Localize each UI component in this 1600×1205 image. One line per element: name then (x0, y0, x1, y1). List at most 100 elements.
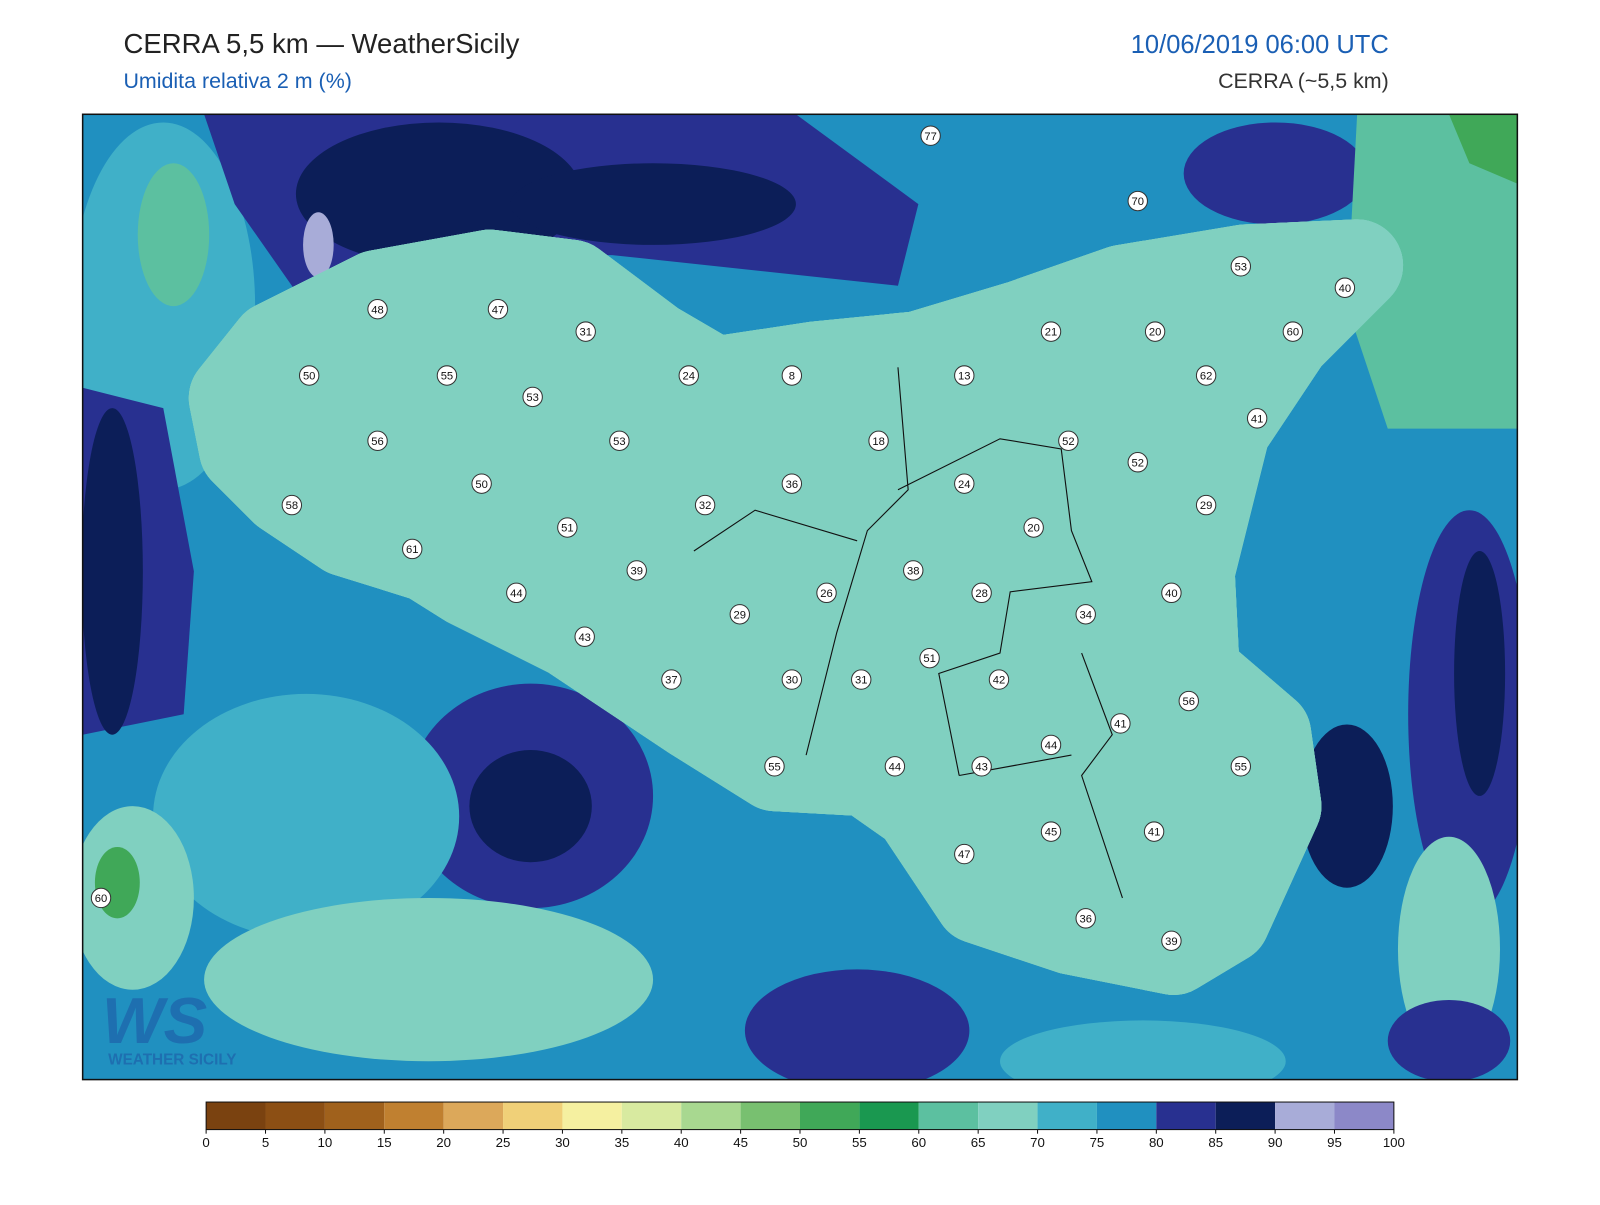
colorbar-tick-label: 5 (262, 1135, 269, 1150)
station-value: 50 (303, 371, 315, 383)
station-marker (729, 604, 750, 625)
station-marker (1230, 256, 1252, 277)
station-marker (971, 756, 992, 777)
station-value: 52 (1062, 436, 1074, 448)
station-value: 43 (975, 761, 987, 773)
station-value: 48 (371, 304, 383, 316)
station-marker (1195, 494, 1217, 516)
station-marker (522, 386, 543, 408)
colorbar-segment (265, 1102, 325, 1130)
model: CERRA (~5,5 km) (1218, 69, 1389, 93)
colorbar-segment (503, 1102, 563, 1130)
station-marker (1040, 734, 1062, 756)
station-marker (971, 582, 992, 604)
logo-mark: WS (102, 984, 207, 1057)
station-value: 55 (768, 761, 780, 773)
station-marker (851, 669, 872, 690)
station-marker (988, 669, 1010, 690)
colorbar-tick-label: 35 (614, 1135, 629, 1150)
colorbar-tick-label: 0 (202, 1135, 209, 1150)
station-marker (626, 560, 647, 581)
station-value: 44 (889, 761, 901, 773)
station-value: 44 (1045, 740, 1057, 752)
station-value: 39 (1165, 936, 1177, 948)
station-marker (1075, 908, 1096, 929)
station-value: 50 (475, 479, 487, 491)
station-value: 39 (630, 565, 642, 577)
station-marker (1144, 321, 1166, 342)
station-value: 21 (1045, 327, 1057, 339)
station-marker (1178, 690, 1199, 712)
logo-text: WEATHER SICILY (108, 1051, 236, 1068)
station-value: 51 (923, 653, 935, 665)
colorbar-tick-label: 10 (318, 1135, 333, 1150)
colorbar-tick-label: 100 (1383, 1135, 1405, 1150)
station-marker (367, 298, 388, 320)
station-value: 47 (492, 304, 504, 316)
station-value: 29 (734, 609, 746, 621)
colorbar-segment (800, 1102, 860, 1130)
station-marker (678, 365, 699, 386)
colorbar-segment (978, 1102, 1038, 1130)
station-marker (1040, 321, 1062, 342)
colorbar-tick-label: 95 (1327, 1135, 1342, 1150)
station-marker (367, 430, 388, 452)
station-value: 13 (958, 371, 970, 383)
station-marker (402, 538, 423, 560)
station-value: 53 (1235, 261, 1247, 273)
stations: 77 70 53 40 48 47 31 21 20 60 50 55 24 8 13 62 53 41 56 53 1… (90, 125, 1356, 952)
station-value: 77 (924, 131, 936, 143)
colorbar-segment (621, 1102, 682, 1130)
station-value: 51 (561, 523, 573, 535)
station-marker (436, 365, 458, 386)
station-value: 38 (907, 565, 919, 577)
station-value: 32 (699, 500, 711, 512)
station-marker (90, 887, 112, 909)
colorbar-segment (1334, 1102, 1394, 1130)
map-frame (81, 113, 1519, 1081)
station-value: 55 (441, 371, 453, 383)
map (82, 114, 1518, 1080)
station-marker (694, 494, 716, 516)
station-value: 26 (820, 588, 832, 600)
station-marker (1127, 452, 1148, 473)
colorbar-segment (1096, 1102, 1157, 1130)
station-marker (487, 298, 509, 320)
colorbar-tick-label: 85 (1208, 1135, 1223, 1150)
colorbar-tick-label: 25 (496, 1135, 511, 1150)
colorbar-tick-label: 15 (377, 1135, 392, 1150)
station-value: 31 (855, 675, 867, 687)
colorbar-segment (1275, 1102, 1335, 1130)
station-value: 36 (786, 479, 798, 491)
colorbar-tick-label: 45 (733, 1135, 748, 1150)
station-value: 60 (95, 893, 107, 905)
station-value: 43 (578, 632, 590, 644)
colorbar-segment (1215, 1102, 1276, 1130)
station-marker (1110, 713, 1131, 734)
station-marker (661, 669, 682, 690)
station-value: 44 (510, 588, 522, 600)
station-marker (506, 582, 527, 604)
colorbar-tick-label: 55 (852, 1135, 867, 1150)
station-marker (919, 647, 940, 669)
station-marker (574, 626, 595, 647)
station-marker (1127, 190, 1148, 212)
station-value: 36 (1079, 913, 1091, 925)
station-value: 30 (786, 675, 798, 687)
station-value: 53 (526, 392, 538, 404)
station-marker (557, 517, 578, 538)
station-value: 56 (371, 436, 383, 448)
colorbar-segment (918, 1102, 979, 1130)
station-value: 52 (1132, 457, 1144, 469)
station-value: 42 (993, 675, 1005, 687)
subtitle: Umidita relativa 2 m (%) (123, 69, 351, 93)
station-value: 20 (1027, 523, 1039, 535)
colorbar-tick-label: 50 (793, 1135, 808, 1150)
station-value: 56 (1183, 696, 1195, 708)
colorbar-segment (324, 1102, 385, 1130)
colorbar-segment (681, 1102, 741, 1130)
station-marker (1282, 321, 1304, 342)
colorbar-segment (740, 1102, 800, 1130)
station-marker (781, 473, 803, 494)
